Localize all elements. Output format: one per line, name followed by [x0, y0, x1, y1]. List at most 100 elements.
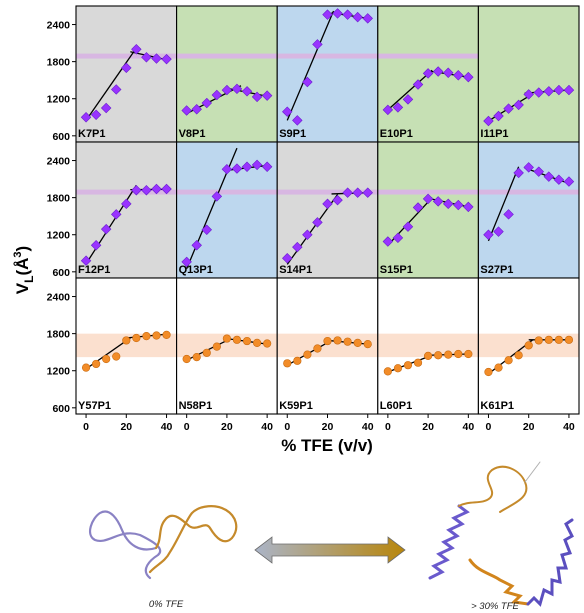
reference-band: [277, 189, 378, 195]
data-point: [182, 354, 191, 364]
data-point: [402, 94, 414, 105]
data-point: [151, 53, 162, 64]
data-point: [392, 102, 404, 113]
data-point: [483, 229, 494, 240]
fit-line: [85, 184, 137, 265]
data-point: [422, 193, 434, 205]
data-point: [442, 67, 454, 78]
panel-V8P1: V8P1: [176, 5, 278, 143]
data-point: [302, 229, 313, 240]
data-point: [161, 183, 172, 195]
x-tick-label: 20: [523, 421, 535, 433]
data-point: [191, 240, 202, 251]
reference-band: [377, 333, 479, 358]
data-point: [211, 89, 223, 101]
data-point: [181, 256, 192, 268]
reference-band: [76, 53, 177, 59]
panel-Y57P1: Y57P1: [75, 277, 178, 415]
data-point: [322, 198, 333, 210]
data-point: [222, 334, 231, 343]
y-tick-label: 1800: [47, 57, 71, 69]
panel-background: [377, 142, 479, 278]
data-point: [100, 223, 112, 235]
data-point: [303, 350, 312, 359]
data-point: [454, 349, 463, 359]
panel-S15P1: S15P1: [377, 141, 479, 279]
y-tick-label: 2400: [47, 292, 71, 304]
data-point: [402, 221, 414, 232]
data-point: [131, 44, 142, 55]
data-point: [544, 335, 553, 344]
data-point: [111, 209, 122, 220]
data-point: [221, 163, 233, 175]
y-tick-label: 2400: [47, 20, 71, 32]
reference-band: [76, 189, 177, 195]
data-point: [543, 86, 555, 97]
x-tick-label: 20: [322, 421, 334, 433]
data-point: [412, 202, 424, 213]
helical-peptide-drawing: [428, 461, 574, 607]
data-point: [231, 83, 243, 95]
data-point: [112, 352, 121, 361]
data-point: [92, 359, 101, 369]
x-tick-label: 20: [422, 421, 434, 433]
reference-band: [176, 53, 278, 59]
y-tick-label: 1200: [47, 94, 71, 106]
y-axis-title-sub: L: [22, 276, 36, 283]
panel-label: K59P1: [279, 400, 313, 412]
data-point: [444, 350, 453, 359]
panel-grid: K7P1 V8P1 S9P1 E10P1 I11P1 F12P1 Q13P1 S14P1 S15…: [75, 5, 580, 415]
data-point: [353, 338, 362, 348]
data-point: [152, 331, 161, 340]
data-point: [463, 71, 474, 83]
data-point: [523, 162, 534, 173]
data-point: [422, 68, 434, 79]
data-point: [564, 335, 574, 344]
data-point: [142, 332, 151, 341]
panel-label: V8P1: [179, 128, 206, 140]
y-axis-ticks: 600 1200 1800 2400 600 1200 1800 2400 600 1200 180…: [47, 20, 76, 415]
data-point: [464, 349, 473, 359]
data-point: [251, 159, 263, 171]
reference-band: [176, 333, 278, 358]
data-point: [424, 351, 433, 360]
panel-label: Y57P1: [78, 400, 111, 412]
panel-S14P1: S14P1: [276, 141, 379, 279]
y-tick-label: 1200: [47, 366, 71, 378]
data-point: [283, 359, 292, 368]
x-tick-label: 0: [184, 421, 190, 433]
data-point: [383, 367, 392, 376]
data-point: [543, 171, 555, 182]
y-axis-title-unit-sup: 3: [12, 251, 24, 257]
data-point: [302, 76, 313, 88]
data-point: [201, 224, 213, 236]
data-point: [513, 167, 524, 179]
x-axis-title: % TFE (v/v): [281, 436, 373, 455]
data-point: [533, 87, 544, 98]
data-point: [453, 199, 464, 211]
data-point: [494, 363, 503, 372]
data-point: [263, 339, 272, 348]
data-point: [202, 348, 211, 357]
panel-label: L60P1: [380, 400, 412, 412]
data-point: [141, 184, 152, 196]
panel-S27P1: S27P1: [477, 141, 580, 279]
data-point: [382, 104, 394, 116]
x-tick-label: 40: [362, 421, 374, 433]
reference-band: [377, 53, 479, 59]
panel-label: S27P1: [480, 264, 513, 276]
data-point: [323, 336, 332, 346]
data-point: [162, 330, 171, 339]
panel-label: S14P1: [279, 264, 312, 276]
data-point: [343, 337, 352, 346]
x-tick-label: 40: [462, 421, 474, 433]
y-axis-title: VL(Å3): [12, 246, 36, 294]
data-point: [483, 115, 494, 127]
data-point: [261, 90, 273, 101]
data-point: [392, 232, 404, 244]
y-tick-label: 600: [52, 267, 70, 279]
data-point: [102, 354, 111, 364]
data-point: [503, 103, 514, 114]
data-point: [201, 97, 213, 109]
